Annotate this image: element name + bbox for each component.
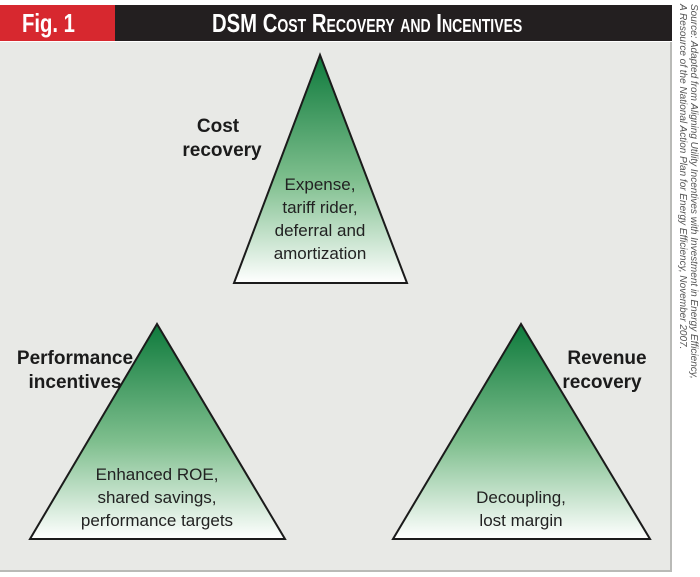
cost-heading-1: Cost (197, 116, 240, 137)
cost-heading-2: recovery (182, 140, 262, 161)
cost-body-1: Expense, (285, 175, 356, 194)
cost-body-3: deferral and (275, 221, 366, 240)
triangle-performance-incentives (28, 322, 287, 540)
rev-body-2: lost margin (479, 511, 562, 530)
perf-heading-2: incentives (29, 372, 122, 393)
cost-body-2: tariff rider, (282, 198, 357, 217)
rev-heading-2: recovery (562, 372, 642, 393)
perf-heading-1: Performance (17, 348, 133, 369)
cost-body-4: amortization (274, 244, 367, 263)
rev-body-1: Decoupling, (476, 488, 566, 507)
rev-heading-1: Revenue (567, 348, 646, 369)
perf-body-2: shared savings, (97, 488, 216, 507)
figure-label-box (0, 5, 115, 41)
figure-label: Fig. 1 (22, 8, 75, 38)
perf-body-1: Enhanced ROE, (96, 465, 219, 484)
triangle-revenue-recovery (391, 322, 652, 540)
figure-title: DSM Cost Recovery and Incentives (212, 8, 523, 38)
triangle-cost-recovery (232, 52, 409, 284)
title-bar (115, 5, 672, 41)
perf-body-3: performance targets (81, 511, 233, 530)
